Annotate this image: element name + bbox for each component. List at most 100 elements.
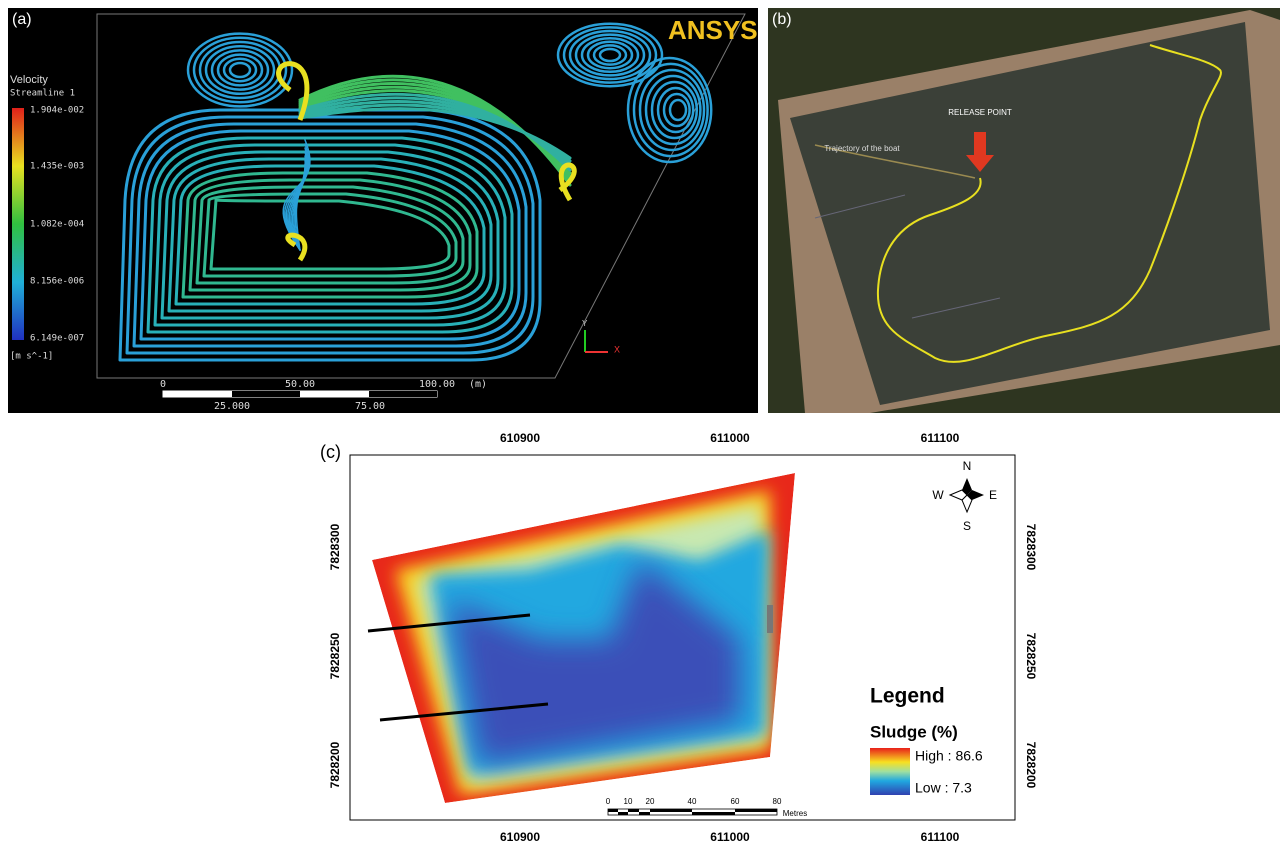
scale-bar: [607, 808, 778, 816]
streamline: [298, 107, 572, 160]
colorbar-subtitle: Streamline 1: [10, 89, 75, 99]
legend-gradient: [870, 748, 910, 795]
streamline: [562, 26, 658, 84]
colorbar-label: 1.904e-002: [30, 106, 84, 116]
streamline: [650, 80, 699, 140]
streamline: [204, 44, 276, 96]
y-label: 7828300: [1024, 524, 1038, 571]
colorbar-label: 1.082e-004: [30, 220, 84, 230]
streamline: [146, 136, 514, 334]
streamline: [181, 171, 479, 299]
pipe: [379, 702, 549, 722]
pipe: [814, 194, 906, 219]
y-label: 7828250: [328, 632, 342, 679]
compass-n: N: [963, 459, 972, 473]
hotspot: [276, 61, 577, 262]
trajectory: [876, 44, 1222, 363]
compass: N S E W: [932, 459, 997, 533]
pond: [790, 22, 1270, 405]
legend-title: Legend: [870, 685, 945, 708]
streamline: [632, 62, 709, 158]
panel-b: (b) RELEASE POINT Trajectory of the boat: [768, 8, 1280, 413]
streamline: [132, 122, 528, 348]
compass-s: S: [963, 519, 971, 533]
streamline: [195, 185, 465, 285]
axis-x-label: X: [614, 344, 620, 354]
scale-label: 100.00: [419, 379, 455, 390]
y-label: 7828250: [1024, 633, 1038, 680]
pipe: [367, 613, 531, 633]
streamline: [574, 33, 646, 77]
panel-c: (c) 610900 611000 611100 610900 611000 6…: [320, 431, 1038, 844]
panel-label: (b): [772, 11, 792, 28]
scale-bar-seg: [232, 391, 300, 397]
scale-label: 0: [160, 379, 166, 390]
streamline: [153, 143, 507, 327]
release-arrow: [966, 132, 994, 172]
streamline: [598, 47, 622, 63]
y-label: 7828300: [328, 523, 342, 570]
scale-unit: (m): [469, 379, 487, 390]
streamline: [118, 108, 542, 362]
x-label: 611100: [921, 830, 960, 844]
domain-box: [96, 13, 746, 379]
panel-label: (c): [320, 442, 341, 462]
panel-a: (a) ANSYS Velocity Streamline 1 1.904e-0…: [8, 8, 758, 413]
streamline: [174, 164, 486, 306]
streamline: [222, 57, 258, 83]
streamline: [210, 49, 270, 91]
streamline: [202, 192, 458, 278]
scale-label: 60: [731, 797, 740, 806]
legend-subtitle: Sludge (%): [870, 722, 958, 741]
streamline: [282, 139, 311, 251]
logo: ANSYS: [668, 15, 758, 45]
streamline: [228, 61, 252, 79]
sludge-map: [372, 473, 795, 803]
panel-label: (a): [12, 11, 32, 28]
scale-label: 10: [624, 797, 633, 806]
streamline: [556, 22, 664, 88]
legend-high: High : 86.6: [915, 748, 983, 764]
scale-label: 20: [646, 797, 655, 806]
colorbar: [12, 108, 24, 340]
compass-w: W: [932, 488, 944, 502]
scale-label: 80: [773, 797, 782, 806]
boat-path: [814, 144, 976, 179]
scale-label: 75.00: [355, 401, 385, 412]
scale-label: 50.00: [285, 379, 315, 390]
streamline: [192, 36, 288, 104]
x-label: 611100: [921, 431, 960, 445]
streamline: [656, 86, 695, 134]
streamline: [209, 198, 451, 271]
streamline: [186, 32, 294, 108]
x-label: 610900: [500, 431, 540, 445]
streamline: [668, 98, 688, 122]
y-label: 7828200: [328, 741, 342, 788]
streamline: [216, 53, 264, 87]
structure: [767, 605, 773, 633]
scale-label: 0: [606, 797, 611, 806]
release-label: RELEASE POINT: [948, 108, 1012, 117]
streamline: [568, 29, 652, 81]
streamline: [592, 44, 628, 66]
colorbar-unit: [m s^-1]: [10, 352, 53, 362]
y-label: 7828200: [1024, 742, 1038, 789]
compass-e: E: [989, 488, 997, 502]
streamline: [139, 129, 521, 341]
streamline: [626, 56, 713, 164]
streamline: [167, 157, 493, 313]
streamline: [160, 150, 500, 320]
colorbar-label: 6.149e-007: [30, 334, 84, 344]
scale-unit: Metres: [783, 809, 807, 818]
x-label: 611000: [710, 431, 750, 445]
colorbar-label: 8.156e-006: [30, 277, 84, 287]
pipe: [911, 297, 1001, 319]
streamline: [580, 36, 640, 74]
streamlines: [118, 22, 713, 362]
scale-label: 25.000: [214, 401, 250, 412]
x-label: 610900: [500, 830, 540, 844]
scale-label: 40: [688, 797, 697, 806]
trajectory-label: Trajectory of the boat: [824, 144, 900, 153]
colorbar-label: 1.435e-003: [30, 162, 84, 172]
streamline: [188, 178, 472, 292]
